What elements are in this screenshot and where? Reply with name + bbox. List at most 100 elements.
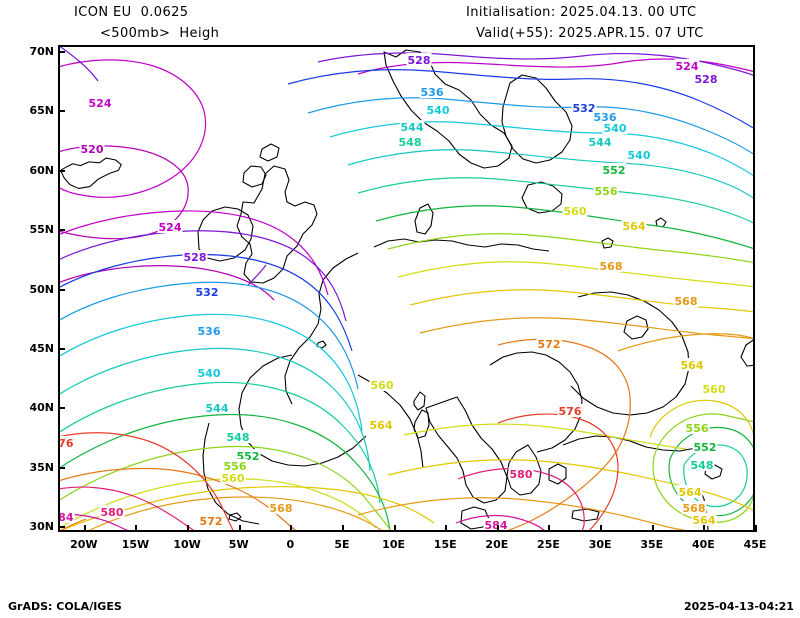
contour-label-bg [674, 59, 700, 72]
lon-tick-10W: 10W [173, 538, 201, 551]
contour-label-bg [397, 135, 423, 148]
contour-label-bg [679, 358, 705, 371]
lat-tick-mark [58, 288, 65, 291]
contour-label-532: 532 [196, 286, 219, 299]
contour-label-bg [194, 285, 220, 298]
lat-tick-45N: 45N [29, 341, 54, 355]
contour-label-528: 528 [408, 54, 431, 67]
lon-tick-25E: 25E [537, 538, 560, 551]
contour-label-560: 560 [222, 472, 245, 485]
contour-label-bg [368, 418, 394, 431]
lat-tick-55N: 55N [29, 223, 54, 237]
lon-tick-35E: 35E [640, 538, 664, 551]
lon-tick-5W: 5W [228, 538, 249, 551]
lon-tick-20W: 20W [70, 538, 98, 551]
lat-tick-30N: 30N [29, 520, 54, 534]
lon-tick-15E: 15E [433, 538, 457, 551]
contour-label-568: 568 [600, 260, 623, 273]
contour-label-540: 540 [427, 104, 450, 117]
lon-tick-mark [341, 525, 344, 532]
contour-label-bg [369, 378, 395, 391]
contour-label-524: 524 [676, 60, 699, 73]
lat-tick-mark [58, 50, 65, 53]
lat-tick-40N: 40N [29, 401, 54, 415]
contour-label-564: 564 [623, 220, 646, 233]
lat-tick-65N: 65N [29, 104, 54, 118]
contour-label-560: 560 [564, 205, 587, 218]
contour-label-bg [58, 510, 75, 523]
contour-label-bg [508, 467, 534, 480]
contour-532 [58, 69, 755, 352]
contour-label-bg [99, 505, 125, 518]
contour-label-bg [701, 382, 727, 395]
contour-label-bg [598, 259, 624, 272]
contour-label-528: 528 [184, 251, 207, 264]
contour-label-bg [557, 404, 583, 417]
contour-label-bg [601, 163, 627, 176]
contour-label-bg [225, 430, 251, 443]
contour-576 [58, 413, 619, 532]
contour-label-bg [692, 440, 718, 453]
lat-tick-70N: 70N [29, 44, 54, 58]
contour-label-552: 552 [694, 441, 717, 454]
lat-tick-mark [58, 347, 65, 350]
lon-tick-5E: 5E [334, 538, 350, 551]
contour-544 [58, 149, 755, 472]
contour-label-576: 576 [58, 437, 74, 450]
contour-568 [85, 317, 755, 532]
contour-536 [58, 97, 755, 390]
lon-tick-0: 0 [286, 538, 295, 551]
contour-label-bg [220, 471, 246, 484]
contour-label-556: 556 [595, 185, 618, 198]
contour-label-580: 580 [101, 506, 124, 519]
lon-tick-mark [600, 525, 603, 532]
contour-label-524: 524 [159, 221, 182, 234]
lat-tick-50N: 50N [29, 282, 54, 296]
lon-tick-mark [238, 525, 241, 532]
lat-tick-60N: 60N [29, 163, 54, 177]
lon-tick-15W: 15W [121, 538, 150, 551]
contour-label-bg [406, 53, 432, 66]
contour-label-556: 556 [686, 422, 709, 435]
contour-label-bg [602, 121, 628, 134]
contour-label-528: 528 [695, 73, 718, 86]
contour-label-bg [593, 184, 619, 197]
contour-label-536: 536 [594, 111, 617, 124]
contour-label-552: 552 [603, 164, 626, 177]
contour-label-580: 580 [510, 468, 533, 481]
contour-label-bg [425, 103, 451, 116]
contour-label-568: 568 [683, 502, 706, 515]
contour-label-bg [626, 148, 652, 161]
contour-label-556: 556 [224, 460, 247, 473]
lat-tick-35N: 35N [29, 460, 54, 474]
contour-label-572: 572 [200, 515, 223, 528]
contour-label-bg [235, 449, 261, 462]
lat-tick-mark [58, 110, 65, 113]
contour-label-540: 540 [628, 149, 651, 162]
contour-label-bg [684, 421, 710, 434]
contour-label-548: 548 [399, 136, 422, 149]
contour-label-bg [592, 110, 618, 123]
contour-label-560: 560 [703, 383, 726, 396]
contour-label-bg [483, 518, 509, 531]
contour-label-bg [198, 514, 224, 527]
lat-tick-mark [58, 407, 65, 410]
contour-label-540: 540 [604, 122, 627, 135]
contour-label-536: 536 [198, 325, 221, 338]
contour-label-bg [58, 436, 75, 449]
chart-model-title: ICON EU 0.0625 [74, 5, 189, 20]
contour-label-584: 584 [485, 519, 508, 532]
contour-label-bg [673, 294, 699, 307]
grads-credit: GrADS: COLA/IGES [8, 600, 122, 613]
contour-label-536: 536 [421, 86, 444, 99]
contour-label-bg [681, 501, 707, 514]
contour-label-bg [571, 101, 597, 114]
contour-label-bg [222, 459, 248, 472]
lat-tick-mark [58, 169, 65, 172]
contour-label-bg [419, 85, 445, 98]
contour-label-bg [693, 72, 719, 85]
contour-label-bg [562, 204, 588, 217]
contour-label-524: 524 [89, 97, 112, 110]
